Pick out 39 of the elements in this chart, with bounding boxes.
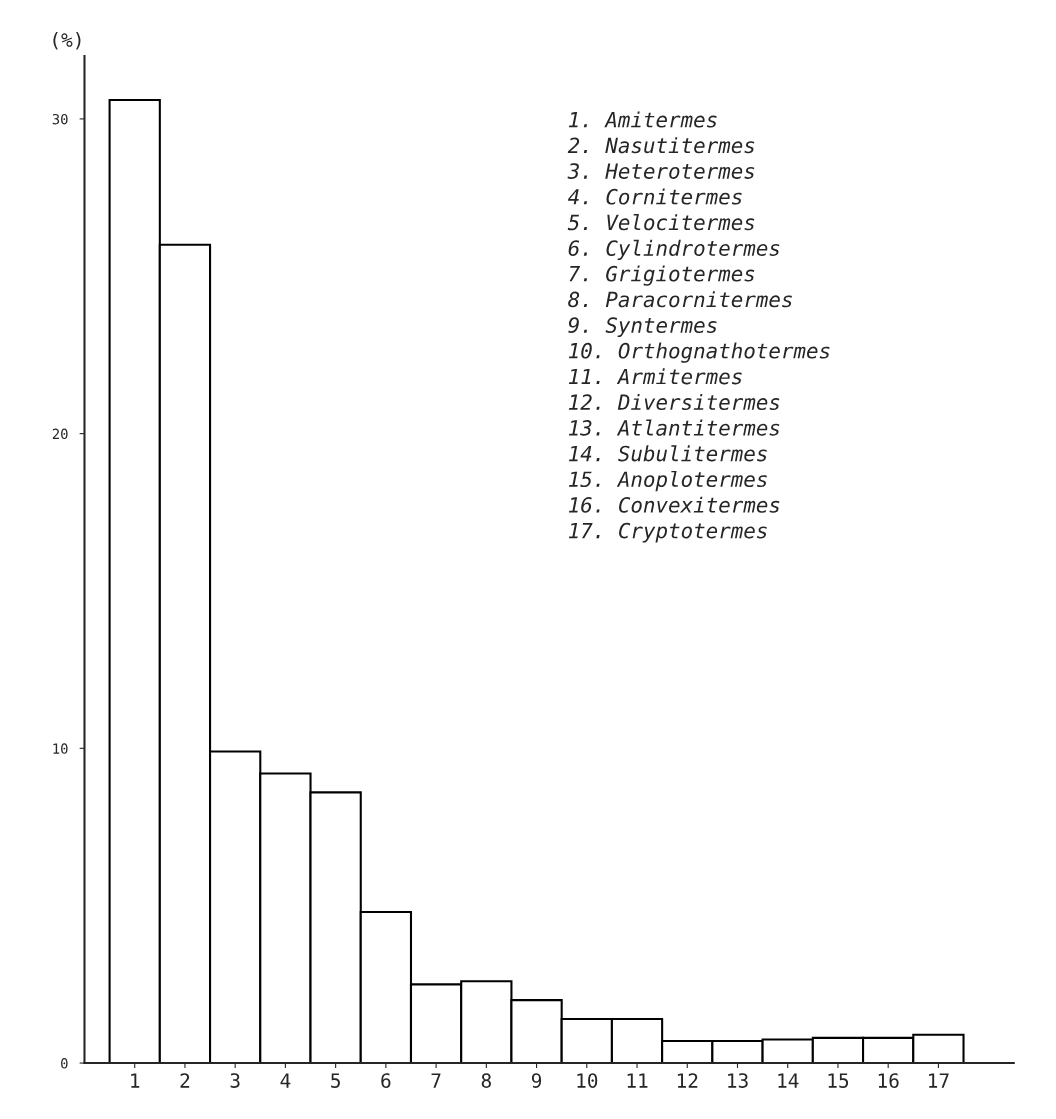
x-tick-label: 10 <box>577 1073 598 1088</box>
annotation: 11. Armitermes <box>568 368 742 385</box>
annotation: 10. Orthognathotermes <box>568 342 830 363</box>
y-tick-label: 20 <box>52 428 68 440</box>
y-tick-label: 30 <box>52 113 68 125</box>
annotation: 5. Velocitermes <box>567 214 755 231</box>
x-tick-label: 9 <box>531 1073 542 1088</box>
annotation: 12. Diversitermes <box>568 393 780 411</box>
x-tick-label: 14 <box>778 1073 799 1088</box>
x-tick-label: 15 <box>828 1073 849 1088</box>
x-tick-label: 3 <box>230 1073 240 1088</box>
x-tick-label: 16 <box>878 1073 899 1088</box>
annotation: 14. Subulitermes <box>568 445 767 462</box>
annotation: 17. Cryptotermes <box>568 522 767 543</box>
x-tick-label: 13 <box>728 1073 748 1088</box>
x-tick-label: 8 <box>481 1073 491 1088</box>
annotation: 2. Nasutitermes <box>567 137 755 154</box>
annotation: 4. Cornitermes <box>567 188 742 205</box>
y-axis-title: (%) <box>53 32 81 50</box>
annotation: 15. Anoplotermes <box>568 470 767 492</box>
annotation: 7. Grigiotermes <box>569 265 755 286</box>
annotation: 13. Atlantitermes <box>568 419 780 436</box>
x-tick-label: 4 <box>280 1073 291 1088</box>
x-tick-label: 1 <box>131 1073 140 1088</box>
annotation: 8. Paracornitermes <box>568 291 792 308</box>
x-tick-label: 6 <box>381 1073 391 1088</box>
y-tick-label: 0 <box>61 1058 68 1069</box>
annotation: 16. Convexitermes <box>568 496 780 513</box>
annotation: 9. Syntermes <box>568 317 717 338</box>
x-tick-label: 7 <box>431 1073 441 1088</box>
x-tick-label: 17 <box>929 1073 949 1088</box>
x-tick-label: 5 <box>331 1073 340 1088</box>
y-tick-label: 10 <box>53 743 68 754</box>
annotation: 3. Heterotermes <box>567 163 755 179</box>
annotation: 6. Cylindrotermes <box>568 239 780 261</box>
annotation: 1. Amitermes <box>568 111 717 128</box>
x-tick-label: 11 <box>627 1073 648 1088</box>
x-tick-label: 2 <box>180 1073 190 1088</box>
x-tick-label: 12 <box>677 1073 698 1088</box>
